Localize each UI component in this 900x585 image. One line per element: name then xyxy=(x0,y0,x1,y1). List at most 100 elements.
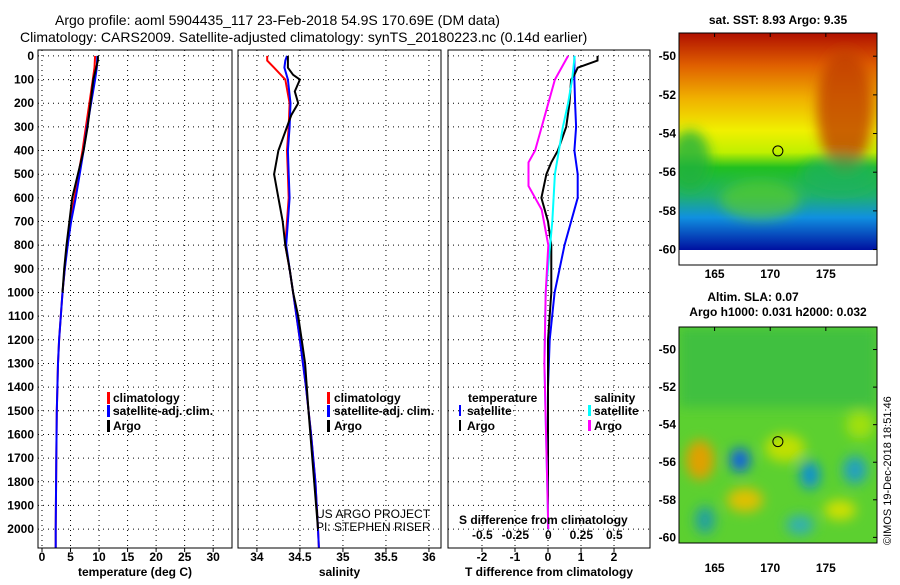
x-tick-label: 0 xyxy=(39,550,46,564)
title-line-1: Argo profile: aoml 5904435_117 23-Feb-20… xyxy=(55,12,500,28)
x-tick-label: 15 xyxy=(121,550,135,564)
series-line-s-argo xyxy=(527,55,569,530)
difference-legend: temperature satellite Argo salinity sate… xyxy=(459,391,639,527)
y-tick-label: 1400 xyxy=(7,380,34,394)
map-lon-label: 175 xyxy=(816,267,836,281)
legend-label: Argo xyxy=(113,419,141,433)
map-lat-label: -54 xyxy=(659,418,677,432)
legend-label: satellite-adj. clim. xyxy=(334,404,434,418)
s-axis-label: S difference from climatology xyxy=(459,513,628,527)
map-axes: 165 170 175 -50 -52 -54 -56 -58 -60 165 170 175 -50 -… xyxy=(659,33,877,575)
legend-swatch-climatology xyxy=(327,392,330,404)
x-tick-label: 25 xyxy=(178,550,192,564)
y-tick-label: 0 xyxy=(27,49,34,63)
project-annotation: US ARGO PROJECT xyxy=(316,507,431,521)
y-tick-label: 100 xyxy=(14,73,34,87)
x-tick-label: 34 xyxy=(250,550,264,564)
y-tick-label: 1700 xyxy=(7,451,34,465)
x-tick-label: 35.5 xyxy=(374,550,398,564)
map-lon-label: 175 xyxy=(816,561,836,575)
legend-label: climatology xyxy=(334,391,401,405)
y-tick-label: 400 xyxy=(14,144,34,158)
sla-map-frame xyxy=(678,326,878,544)
legend-swatch-satellite xyxy=(327,405,330,417)
legend-title-salinity: salinity xyxy=(594,391,636,405)
legend-swatch-s-satellite xyxy=(588,405,591,416)
y-tick-label: 700 xyxy=(14,215,34,229)
sst-field-features xyxy=(679,50,877,220)
x-axis-label: temperature (deg C) xyxy=(78,565,192,579)
temperature-legend: climatology satellite-adj. clim. Argo xyxy=(107,391,213,433)
map-lat-label: -50 xyxy=(659,49,677,63)
s-tick-label: 0.25 xyxy=(570,528,594,542)
sst-map-frame xyxy=(678,32,878,266)
sla-map-subtitle: Argo h1000: 0.031 h2000: 0.032 xyxy=(689,305,867,319)
salinity-legend: climatology satellite-adj. clim. Argo US… xyxy=(316,391,434,534)
map-lon-label: 170 xyxy=(760,267,780,281)
plot-frame xyxy=(237,49,442,549)
sla-field-features xyxy=(679,327,877,535)
y-tick-label: 900 xyxy=(14,262,34,276)
x-tick-label: 10 xyxy=(92,550,106,564)
map-lat-label: -50 xyxy=(659,343,677,357)
map-lat-label: -56 xyxy=(659,165,677,179)
plot-frame xyxy=(447,49,651,549)
y-tick-label: 300 xyxy=(14,120,34,134)
map-lat-label: -56 xyxy=(659,455,677,469)
y-tick-label: 1300 xyxy=(7,356,34,370)
map-lat-label: -52 xyxy=(659,380,677,394)
s-tick-label: 0.5 xyxy=(606,528,623,542)
y-tick-label: 2000 xyxy=(7,522,34,536)
y-tick-label: 1100 xyxy=(8,309,34,323)
y-tick-label: 600 xyxy=(14,191,34,205)
s-tick-label: -0.5 xyxy=(472,528,493,542)
sla-map: Altim. SLA: 0.07 Argo h1000: 0.031 h2000… xyxy=(678,290,878,544)
legend-swatch-s-argo xyxy=(588,420,591,431)
map-lat-label: -52 xyxy=(659,88,677,102)
x-tick-label: 35 xyxy=(336,550,350,564)
s-tick-label: 0 xyxy=(545,528,552,542)
argo-location-marker xyxy=(772,145,784,157)
series-line-t-argo xyxy=(540,55,599,530)
x-tick-label: 1 xyxy=(578,550,585,564)
legend-swatch-satellite xyxy=(107,405,110,417)
y-tick-label: 1500 xyxy=(7,404,34,418)
y-tick-label: 1000 xyxy=(7,285,34,299)
legend-swatch-argo xyxy=(107,420,110,432)
legend-label: Argo xyxy=(467,419,495,433)
s-tick-label: -0.25 xyxy=(502,528,530,542)
map-lat-label: -60 xyxy=(659,243,677,257)
map-lat-label: -58 xyxy=(659,493,677,507)
temperature-panel: 0100200300400500600700800900100011001200… xyxy=(7,49,233,579)
map-lat-label: -54 xyxy=(659,127,677,141)
series-line-t-satellite xyxy=(547,55,579,530)
title-line-2: Climatology: CARS2009. Satellite-adjuste… xyxy=(20,29,587,45)
legend-label: satellite xyxy=(594,404,639,418)
y-tick-label: 1600 xyxy=(7,427,34,441)
map-lon-label: 170 xyxy=(760,561,780,575)
legend-label: Argo xyxy=(594,419,622,433)
x-tick-label: 30 xyxy=(206,550,220,564)
x-tick-label: -2 xyxy=(477,550,488,564)
y-tick-label: 500 xyxy=(14,167,34,181)
y-tick-label: 1900 xyxy=(7,498,34,512)
x-tick-label: 0 xyxy=(545,550,552,564)
x-tick-label: 36 xyxy=(422,550,436,564)
difference-panel: -2 -1 0 1 2 -0.5 -0.25 0 0.25 0.5 T difference fro… xyxy=(447,49,651,579)
x-tick-label: 5 xyxy=(67,550,74,564)
map-lat-label: -60 xyxy=(659,530,677,544)
legend-label: Argo xyxy=(334,419,362,433)
pi-annotation: PI: STEPHEN RISER xyxy=(316,520,431,534)
x-tick-label: 20 xyxy=(149,550,163,564)
x-axis-label: T difference from climatology xyxy=(465,565,633,579)
legend-swatch-climatology xyxy=(107,392,110,404)
argo-location-marker xyxy=(772,436,784,448)
y-tick-label: 800 xyxy=(14,238,34,252)
legend-label: satellite-adj. clim. xyxy=(113,404,213,418)
y-tick-label: 200 xyxy=(14,96,34,110)
x-tick-label: 34.5 xyxy=(288,550,312,564)
map-lon-label: 165 xyxy=(705,267,725,281)
x-axis-label: salinity xyxy=(319,565,361,579)
series-line-argo xyxy=(61,55,99,293)
